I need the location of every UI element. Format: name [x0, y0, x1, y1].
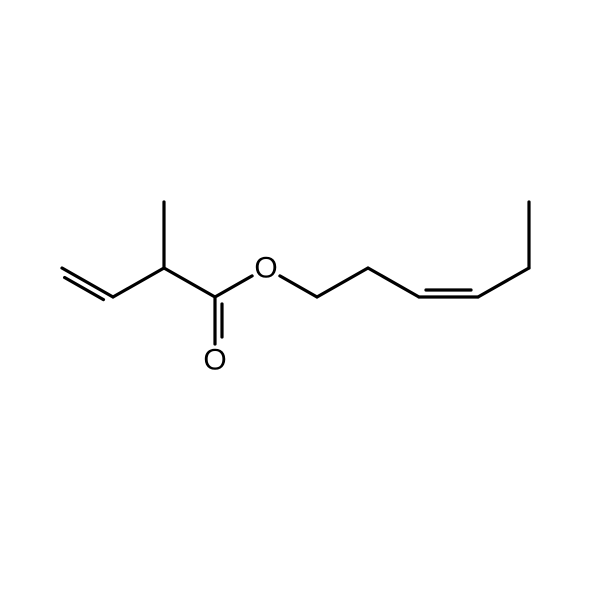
bond: [317, 268, 368, 297]
bond: [280, 276, 317, 297]
atom-label-o: O: [203, 344, 226, 377]
bonds-layer: [62, 202, 529, 344]
molecule-diagram: OO: [0, 0, 600, 600]
atom-label-o: O: [254, 252, 277, 285]
bond: [62, 268, 113, 297]
bond: [478, 268, 529, 297]
bond: [215, 276, 252, 297]
bond: [164, 268, 215, 297]
bond: [113, 268, 164, 297]
bond: [368, 268, 419, 297]
